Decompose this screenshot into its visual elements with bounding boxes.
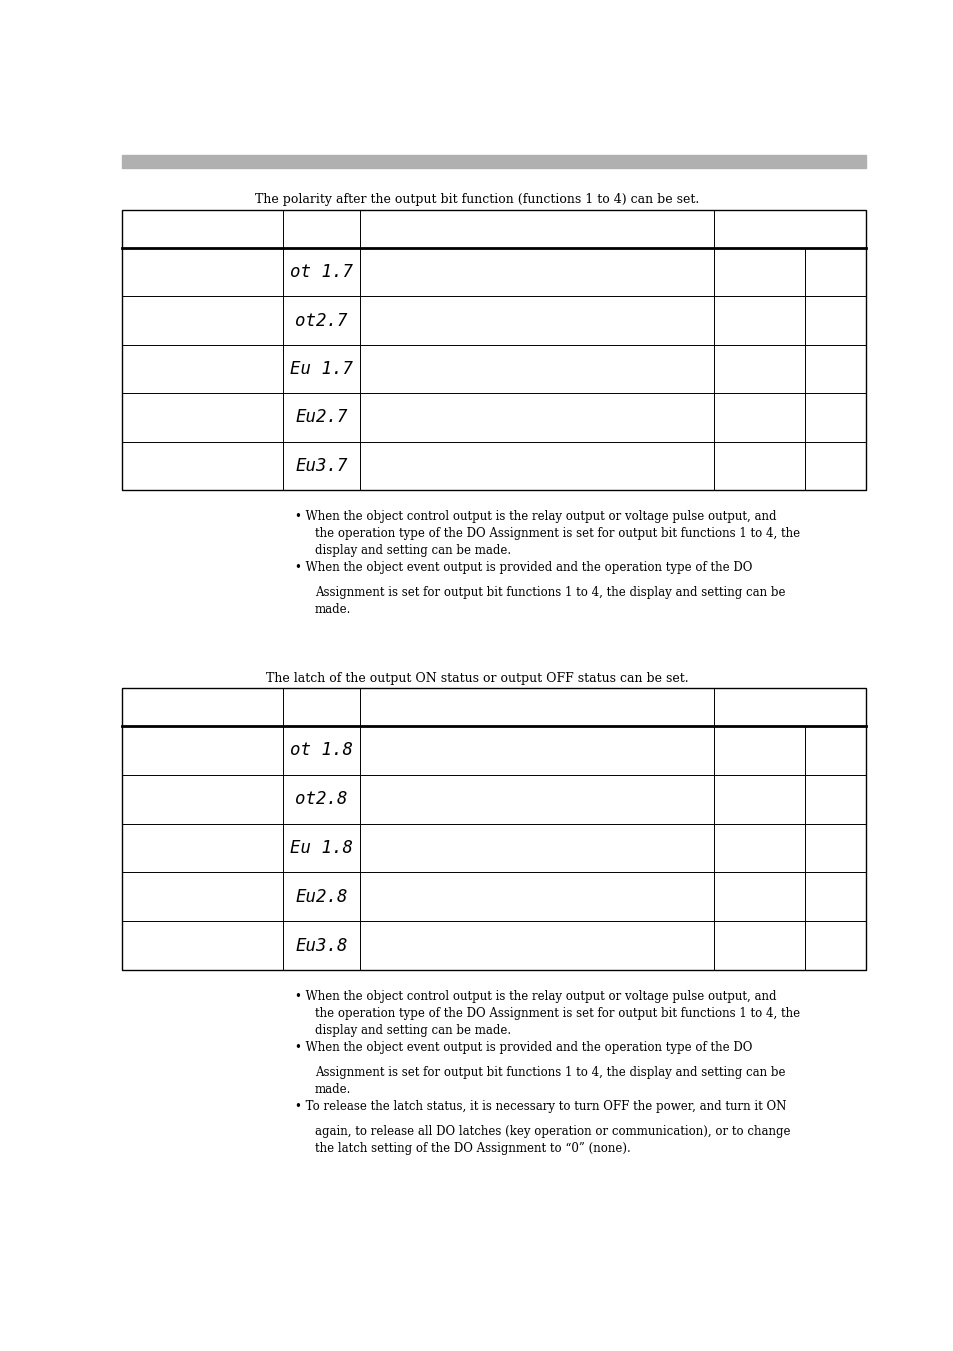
Text: made.: made. <box>314 1084 351 1096</box>
Text: the latch setting of the DO Assignment to “0” (none).: the latch setting of the DO Assignment t… <box>314 1142 630 1155</box>
Text: • When the object control output is the relay output or voltage pulse output, an: • When the object control output is the … <box>294 990 776 1002</box>
Text: ot2.8: ot2.8 <box>294 790 348 808</box>
Text: the operation type of the DO Assignment is set for output bit functions 1 to 4, : the operation type of the DO Assignment … <box>314 1006 800 1020</box>
Text: ot 1.7: ot 1.7 <box>290 263 353 281</box>
Text: The polarity after the output bit function (functions 1 to 4) can be set.: The polarity after the output bit functi… <box>254 193 699 205</box>
Text: Eu3.8: Eu3.8 <box>294 936 348 955</box>
Text: Assignment is set for output bit functions 1 to 4, the display and setting can b: Assignment is set for output bit functio… <box>314 1066 784 1079</box>
Text: Eu2.8: Eu2.8 <box>294 888 348 905</box>
Text: Eu 1.7: Eu 1.7 <box>290 359 353 378</box>
Bar <box>122 209 865 490</box>
Text: the operation type of the DO Assignment is set for output bit functions 1 to 4, : the operation type of the DO Assignment … <box>314 527 800 540</box>
Text: display and setting can be made.: display and setting can be made. <box>314 1024 511 1038</box>
Text: • When the object control output is the relay output or voltage pulse output, an: • When the object control output is the … <box>294 509 776 523</box>
Text: • To release the latch status, it is necessary to turn OFF the power, and turn i: • To release the latch status, it is nec… <box>294 1100 785 1113</box>
Text: ot2.7: ot2.7 <box>294 312 348 330</box>
Text: again, to release all DO latches (key operation or communication), or to change: again, to release all DO latches (key op… <box>314 1125 790 1138</box>
Text: • When the object event output is provided and the operation type of the DO: • When the object event output is provid… <box>294 1042 752 1054</box>
Text: • When the object event output is provided and the operation type of the DO: • When the object event output is provid… <box>294 561 752 574</box>
Text: The latch of the output ON status or output OFF status can be set.: The latch of the output ON status or out… <box>265 671 688 685</box>
Text: ot 1.8: ot 1.8 <box>290 742 353 759</box>
Text: Eu2.7: Eu2.7 <box>294 408 348 427</box>
Text: display and setting can be made.: display and setting can be made. <box>314 544 511 557</box>
Bar <box>122 688 865 970</box>
Text: Assignment is set for output bit functions 1 to 4, the display and setting can b: Assignment is set for output bit functio… <box>314 586 784 598</box>
Text: Eu 1.8: Eu 1.8 <box>290 839 353 857</box>
Text: made.: made. <box>314 603 351 616</box>
Text: Eu3.7: Eu3.7 <box>294 457 348 474</box>
Bar <box>122 155 865 168</box>
